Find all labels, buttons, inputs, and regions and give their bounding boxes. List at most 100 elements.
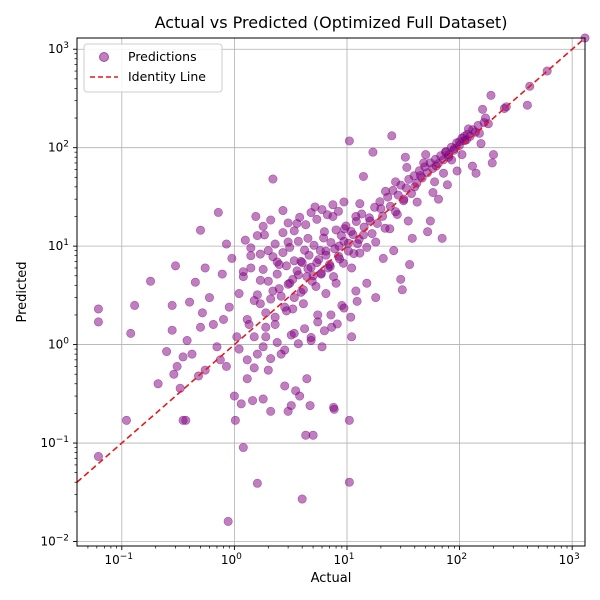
prediction-point [252, 349, 262, 359]
prediction-point [378, 253, 388, 263]
prediction-point [130, 300, 140, 310]
prediction-point [286, 401, 296, 411]
y-tick-exponent: 0 [63, 337, 69, 347]
legend: Predictions Identity Line [83, 43, 223, 93]
prediction-point [234, 344, 244, 354]
prediction-point [234, 289, 244, 299]
prediction-point [297, 494, 307, 504]
prediction-point [393, 190, 403, 200]
prediction-point [330, 244, 340, 254]
prediction-point [255, 275, 265, 285]
prediction-point [357, 209, 367, 219]
prediction-point [380, 223, 390, 233]
prediction-point [353, 239, 363, 249]
chart-title: Actual vs Predicted (Optimized Full Data… [155, 13, 508, 32]
prediction-point [270, 239, 280, 249]
prediction-point [162, 347, 172, 357]
prediction-point [344, 415, 354, 425]
prediction-point [303, 264, 313, 274]
prediction-point [255, 249, 265, 259]
prediction-point [278, 248, 288, 258]
prediction-point [467, 161, 477, 171]
prediction-point [396, 274, 406, 284]
prediction-point [258, 221, 268, 231]
prediction-point [196, 225, 206, 235]
prediction-point [312, 214, 322, 224]
prediction-point [321, 250, 331, 260]
prediction-point [270, 312, 280, 322]
y-tick-base: 10 [48, 239, 63, 253]
y-tick-base: 10 [48, 141, 63, 155]
prediction-point [375, 197, 385, 207]
prediction-point [332, 319, 342, 329]
prediction-point [261, 322, 271, 332]
prediction-point [322, 210, 332, 220]
prediction-point [437, 233, 447, 243]
prediction-point [364, 213, 374, 223]
prediction-point [246, 243, 256, 253]
prediction-point [185, 297, 195, 307]
prediction-point [383, 192, 393, 202]
y-tick-base: 10 [40, 436, 55, 450]
legend-predictions-label: Predictions [128, 49, 197, 64]
prediction-point [238, 272, 248, 282]
prediction-point [212, 342, 222, 352]
y-tick-exponent: 3 [63, 41, 69, 51]
prediction-point [402, 162, 412, 172]
prediction-point [208, 319, 218, 329]
prediction-point [217, 269, 227, 279]
prediction-point [204, 293, 214, 303]
prediction-point [293, 236, 303, 246]
prediction-point [341, 221, 351, 231]
prediction-point [221, 239, 231, 249]
prediction-point [471, 168, 481, 178]
prediction-point [283, 218, 293, 228]
prediction-point [331, 225, 341, 235]
y-axis-label: Predicted [15, 261, 30, 322]
prediction-point [230, 415, 240, 425]
prediction-point [329, 404, 339, 414]
prediction-point [358, 171, 368, 181]
prediction-point [405, 260, 415, 270]
prediction-point [476, 139, 486, 149]
prediction-point [321, 289, 331, 299]
prediction-point [258, 394, 268, 404]
y-tick-base: 10 [48, 42, 63, 56]
prediction-point [255, 299, 265, 309]
x-tick-exponent: −1 [120, 552, 133, 562]
prediction-point [333, 206, 343, 216]
prediction-point [248, 396, 258, 406]
prediction-point [473, 120, 483, 130]
y-tick-label: 100 [48, 337, 69, 352]
prediction-point [319, 233, 329, 243]
prediction-point [213, 207, 223, 217]
prediction-point [252, 290, 262, 300]
prediction-point [425, 216, 435, 226]
prediction-point [359, 222, 369, 232]
prediction-point [240, 235, 250, 245]
prediction-point [293, 270, 303, 280]
prediction-point [347, 332, 357, 342]
prediction-point [190, 277, 200, 287]
prediction-point [293, 339, 303, 349]
prediction-point [227, 253, 237, 263]
prediction-point [242, 314, 252, 324]
prediction-point [272, 257, 282, 267]
prediction-point [272, 337, 282, 347]
prediction-point [457, 150, 467, 160]
prediction-point [372, 218, 382, 228]
prediction-point [391, 207, 401, 217]
prediction-point [346, 312, 356, 322]
prediction-point [288, 304, 298, 314]
prediction-point [281, 261, 291, 271]
x-tick-exponent: 0 [236, 552, 242, 562]
prediction-point [412, 197, 422, 207]
prediction-point [347, 263, 357, 273]
prediction-point [246, 251, 256, 261]
prediction-point [483, 119, 493, 129]
prediction-point [434, 194, 444, 204]
prediction-point [268, 174, 278, 184]
prediction-point [428, 188, 438, 198]
